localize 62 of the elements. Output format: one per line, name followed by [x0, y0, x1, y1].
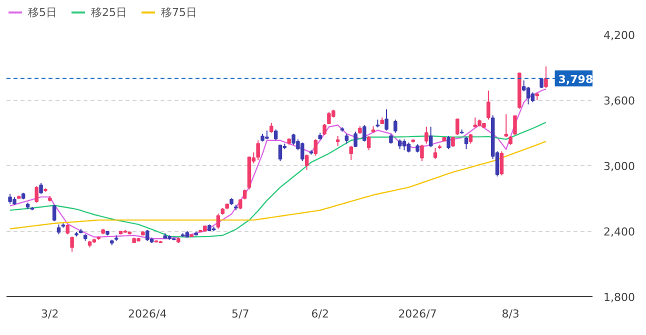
candlestick — [500, 150, 504, 176]
candlestick — [278, 144, 282, 162]
candlestick — [504, 114, 508, 138]
candlestick — [216, 213, 220, 230]
legend-label: 移5日 — [28, 4, 57, 20]
line-series — [9, 122, 547, 238]
candlestick — [145, 229, 150, 242]
candlestick — [66, 224, 70, 235]
candlestick — [389, 133, 393, 144]
x-tick-label: 6/2 — [311, 308, 329, 320]
candlestick — [513, 114, 517, 136]
candlestick — [394, 119, 398, 134]
candlestick — [486, 90, 490, 120]
candlestick — [362, 124, 366, 142]
candlestick — [336, 136, 340, 146]
y-tick-label: 1,800 — [604, 291, 635, 304]
y-tick-label: 2,400 — [604, 226, 635, 238]
x-tick-label: 2026/7 — [398, 308, 437, 320]
candlestick — [424, 126, 428, 144]
candlestick — [256, 140, 260, 161]
line-series — [9, 88, 547, 240]
candlestick — [428, 126, 433, 148]
candlestick — [402, 138, 406, 151]
candlestick — [354, 131, 358, 148]
candlestick — [242, 189, 247, 200]
candlestick — [344, 133, 349, 144]
candlestick — [349, 145, 353, 161]
y-tick-label: 3,000 — [604, 160, 635, 173]
x-tick-label: 3/2 — [41, 308, 59, 320]
x-tick-label: 2026/4 — [128, 308, 167, 320]
y-tick-label: 4,200 — [604, 29, 635, 42]
candlestick — [398, 138, 402, 150]
candlestick — [464, 136, 468, 150]
candlestick — [456, 118, 460, 136]
y-tick-label: 3,600 — [604, 94, 635, 108]
candlestick — [322, 124, 326, 136]
candlestick — [468, 133, 473, 144]
candlestick — [526, 86, 530, 105]
ref-line-label: 3,798 — [558, 72, 594, 86]
candlestick — [406, 142, 411, 153]
candlestick — [270, 122, 274, 134]
x-tick-label: 8/3 — [502, 308, 520, 320]
line-series — [9, 140, 547, 230]
candlestick — [274, 128, 278, 141]
candlestick — [544, 66, 548, 88]
candlestick — [384, 108, 388, 132]
legend-label: 移25日 — [91, 4, 127, 20]
candlestick — [56, 224, 61, 235]
candlestick — [34, 186, 38, 204]
x-tick-label: 5/7 — [232, 308, 250, 320]
candlestick — [70, 236, 74, 252]
candlestick — [52, 204, 56, 222]
candlestick — [420, 144, 424, 162]
candlestick — [314, 138, 318, 156]
candlestick — [451, 136, 455, 148]
candlestick — [433, 148, 438, 160]
legend-label: 移75日 — [161, 4, 197, 20]
candlestick — [39, 182, 43, 194]
candlestick — [304, 154, 309, 170]
candlestick — [366, 136, 371, 151]
candlestick — [446, 136, 450, 150]
candlestick — [530, 92, 535, 103]
